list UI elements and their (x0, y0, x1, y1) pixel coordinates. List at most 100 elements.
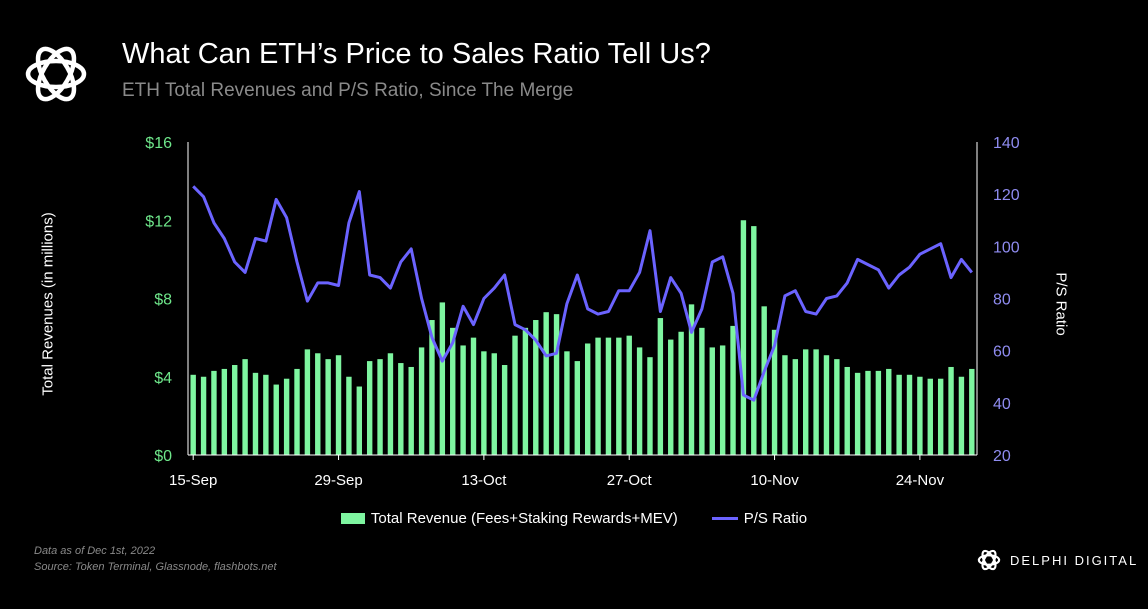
revenue-bar (574, 361, 581, 455)
revenue-bar (927, 378, 933, 455)
revenue-bar (501, 365, 508, 455)
revenue-bar (709, 347, 715, 455)
x-tick-label: 10-Nov (750, 472, 799, 489)
revenue-bar (782, 355, 788, 455)
revenue-bar (325, 359, 331, 455)
brand-logo-icon (25, 46, 87, 102)
revenue-bar (294, 368, 300, 455)
revenue-bar (917, 376, 923, 455)
revenue-bar (491, 353, 497, 455)
brand-name: DELPHI DIGITAL (1010, 552, 1139, 568)
y-tick-left: $4 (154, 370, 172, 387)
revenue-bar (948, 366, 954, 455)
legend-swatch-line (711, 517, 738, 520)
revenue-bar (522, 327, 529, 455)
revenue-bar (616, 337, 622, 456)
revenue-bar (200, 376, 207, 455)
revenue-bar (429, 320, 435, 455)
revenue-bar (418, 347, 425, 455)
revenue-bar (730, 325, 736, 455)
revenue-bar (668, 339, 674, 455)
revenue-bar (460, 345, 466, 455)
revenue-bar (688, 304, 695, 455)
legend-swatch-bar (340, 513, 365, 524)
revenue-bar (470, 337, 477, 456)
x-tick-label: 24-Nov (896, 472, 945, 489)
revenue-bar (346, 376, 352, 455)
revenue-bar (937, 378, 944, 455)
revenue-bar (221, 368, 228, 455)
legend-label-revenue: Total Revenue (Fees+Staking Rewards+MEV) (370, 510, 678, 527)
revenue-bar (865, 370, 871, 455)
revenue-bar (450, 327, 456, 455)
revenue-bar (553, 314, 560, 455)
revenue-bar (398, 363, 404, 455)
revenue-bar (273, 384, 279, 455)
revenue-bar (647, 357, 653, 455)
revenue-bar (533, 320, 539, 455)
legend-label-ps-ratio: P/S Ratio (743, 510, 808, 527)
revenue-bar (958, 376, 965, 455)
y-axis-left-label: Total Revenues (in millions) (39, 212, 57, 396)
revenue-bar (740, 220, 747, 455)
y-tick-right: 140 (993, 135, 1020, 152)
revenue-bar (823, 355, 830, 455)
revenue-bar (232, 365, 238, 455)
page-subtitle: ETH Total Revenues and P/S Ratio, Since … (122, 80, 574, 101)
revenue-bar (771, 329, 778, 455)
legend-item-ps-ratio: P/S Ratio (711, 510, 808, 527)
revenue-bar (263, 374, 269, 455)
revenue-bar (283, 378, 290, 455)
revenue-bar (304, 349, 311, 455)
revenue-bar (751, 226, 757, 455)
revenue-bar (761, 306, 767, 455)
revenue-bar (678, 331, 684, 455)
revenue-bar (657, 318, 664, 455)
x-tick-label: 27-Oct (607, 472, 653, 489)
data-date-note: Data as of Dec 1st, 2022 (34, 545, 156, 557)
revenue-bar (834, 359, 840, 455)
brand-small-logo-icon (977, 549, 1001, 571)
revenue-bar (356, 386, 362, 455)
revenue-bar (512, 335, 518, 455)
revenue-bar (896, 374, 902, 455)
revenue-bar (969, 368, 975, 455)
page-title: What Can ETH’s Price to Sales Ratio Tell… (122, 38, 711, 70)
revenue-bar (564, 351, 570, 455)
revenue-bar (626, 335, 632, 455)
revenue-bar (792, 359, 799, 455)
revenue-bar (315, 353, 321, 455)
revenue-bar (242, 359, 248, 455)
revenue-bar (481, 351, 487, 455)
y-tick-right: 40 (993, 396, 1011, 413)
revenue-bar (439, 302, 446, 455)
revenue-bar (813, 349, 819, 455)
revenue-bar (844, 366, 850, 455)
ps-ratio-line (192, 185, 973, 402)
y-tick-right: 100 (993, 239, 1020, 256)
revenue-bar (377, 359, 383, 455)
brand-mark: DELPHI DIGITAL (976, 547, 1138, 573)
x-tick-label: 29-Sep (314, 472, 362, 489)
revenue-bar (886, 368, 892, 455)
revenue-bar (335, 355, 342, 455)
y-axis-right-label: P/S Ratio (1052, 272, 1070, 336)
chart-legend: Total Revenue (Fees+Staking Rewards+MEV)… (0, 510, 1148, 527)
revenue-bar (211, 370, 217, 455)
x-tick-label: 15-Sep (169, 472, 217, 489)
y-tick-right: 20 (993, 448, 1011, 465)
revenue-bar (803, 349, 809, 455)
y-tick-right: 80 (993, 292, 1011, 309)
y-tick-right: 120 (993, 187, 1020, 204)
y-tick-left: $12 (145, 213, 172, 230)
y-tick-left: $8 (154, 292, 172, 309)
revenue-bar (595, 337, 601, 456)
revenue-bar (875, 370, 882, 455)
revenue-bar (252, 372, 259, 455)
revenue-bar (854, 372, 861, 455)
revenue-bar (906, 374, 913, 455)
legend-item-revenue: Total Revenue (Fees+Staking Rewards+MEV) (340, 510, 678, 527)
revenue-bar (719, 345, 726, 455)
y-tick-left: $16 (145, 135, 172, 152)
